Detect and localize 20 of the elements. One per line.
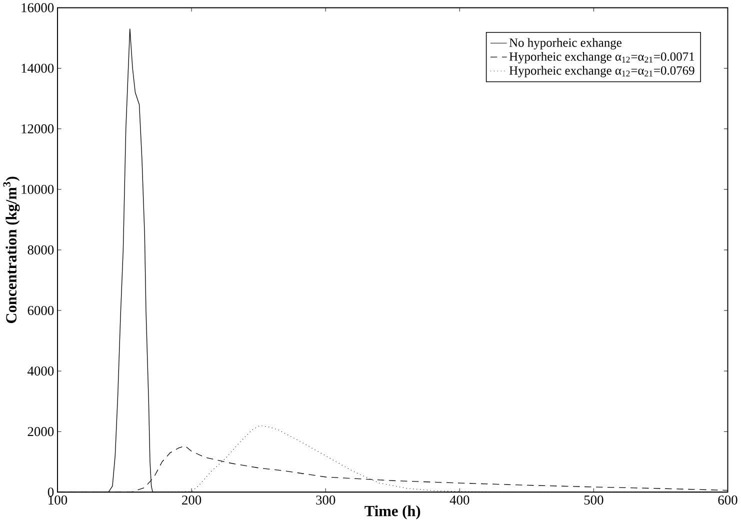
legend-label: No hyporheic exhange	[509, 38, 622, 50]
y-tick-label: 2000	[28, 427, 54, 436]
x-tick-label: 100	[48, 496, 68, 505]
y-tick-label: 0	[48, 488, 54, 497]
y-tick-label: 16000	[22, 3, 54, 12]
y-axis-title: Concentration (kg/m$^{3}$)	[3, 176, 20, 324]
x-tick-label: 300	[316, 496, 336, 505]
x-tick-label: 500	[584, 496, 604, 505]
y-tick-label: 10000	[22, 185, 54, 194]
x-tick-label: 600	[718, 496, 738, 505]
x-axis-title: Time (h)	[364, 506, 420, 520]
legend-label: Hyporheic exchange α$_{12}$=α$_{21}$=0.0769	[509, 66, 694, 78]
x-tick-label: 200	[182, 496, 202, 505]
y-tick-label: 8000	[28, 246, 54, 255]
x-tick-label: 400	[450, 496, 470, 505]
y-tick-label: 6000	[28, 306, 54, 316]
y-tick-label: 4000	[28, 366, 54, 376]
y-tick-label: 12000	[22, 124, 54, 134]
y-tick-label: 14000	[22, 64, 54, 74]
legend-label: Hyporheic exchange α$_{12}$=α$_{21}$=0.0071	[509, 52, 694, 64]
